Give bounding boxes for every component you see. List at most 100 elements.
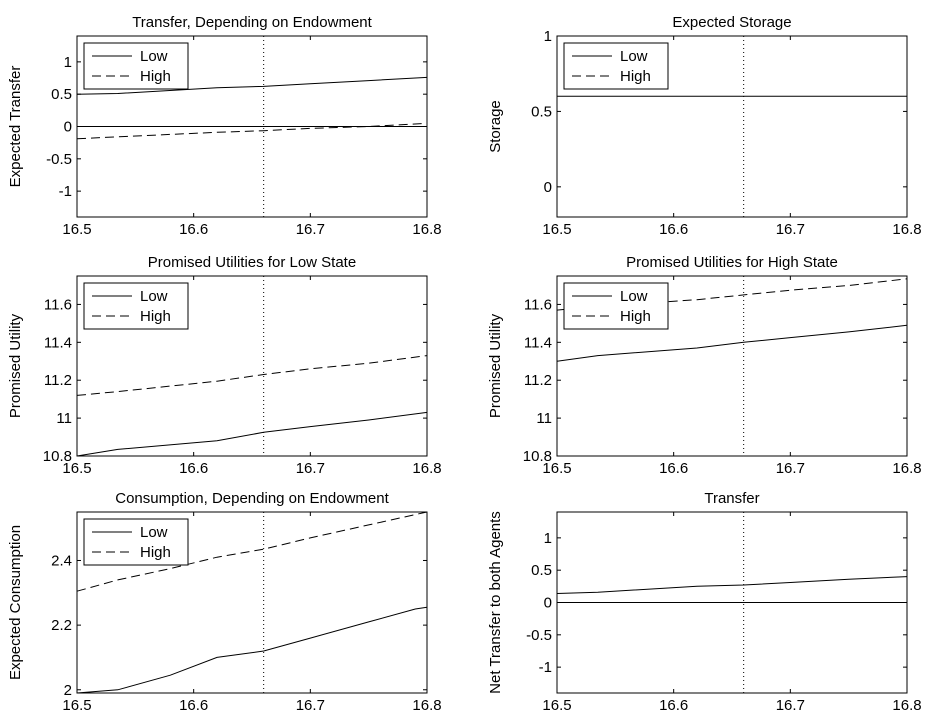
series-line-low: [76, 76, 428, 95]
x-tick-label: 16.6: [179, 460, 208, 477]
series-line-high: [556, 278, 908, 311]
y-tick-label: 11.4: [524, 334, 552, 351]
plot-frame: [76, 511, 428, 694]
legend: Low High: [83, 282, 189, 330]
y-axis-label: Net Transfer to both Agents: [487, 511, 504, 694]
y-tick-label: 1: [544, 530, 552, 547]
y-axis-label: Promised Utility: [487, 313, 504, 418]
panel-title: Expected Storage: [672, 14, 791, 31]
legend-label-high: High: [140, 68, 171, 85]
legend-box: [83, 42, 189, 90]
legend-box: [83, 282, 189, 330]
series-line-low: [556, 324, 908, 362]
y-tick-label: 0.5: [51, 86, 72, 103]
series-line-high: [76, 122, 428, 140]
panel-2: Expected Storage Storage 16.5 16.6 16.7 16.8 0…: [487, 14, 922, 238]
y-tick-label: -1: [59, 183, 72, 200]
legend-label-high: High: [140, 544, 171, 561]
series-line-high: [76, 355, 428, 396]
y-tick-label: 0.5: [531, 103, 552, 120]
x-tick-label: 16.8: [412, 697, 441, 714]
panel-title: Consumption, Depending on Endowment: [115, 490, 389, 507]
y-axis-label: Expected Transfer: [7, 66, 24, 188]
legend: Low High: [83, 518, 189, 566]
y-tick-label: 2: [64, 682, 72, 699]
legend-label-low: Low: [620, 288, 648, 305]
x-tick-label: 16.5: [62, 697, 91, 714]
y-axis-label: Promised Utility: [7, 313, 24, 418]
legend-box: [563, 42, 669, 90]
x-tick-label: 16.5: [62, 221, 91, 238]
legend: Low High: [563, 282, 669, 330]
plot-frame: [556, 275, 908, 457]
panel-1: Transfer, Depending on Endowment Expected…: [7, 14, 442, 238]
x-tick-label: 16.7: [776, 460, 805, 477]
y-tick-label: -0.5: [526, 627, 552, 644]
x-tick-label: 16.7: [296, 221, 325, 238]
panel-title: Promised Utilities for High State: [626, 254, 838, 271]
x-tick-label: 16.6: [179, 221, 208, 238]
panel-5: Consumption, Depending on Endowment Expec…: [7, 490, 442, 714]
x-tick-label: 16.8: [892, 697, 921, 714]
x-tick-label: 16.6: [659, 697, 688, 714]
plot-frame: [76, 275, 428, 457]
y-tick-label: 0: [544, 179, 552, 196]
series-line-low: [76, 606, 428, 694]
x-tick-label: 16.8: [892, 460, 921, 477]
legend: Low High: [563, 42, 669, 90]
y-tick-label: 0: [544, 595, 552, 612]
legend: Low High: [83, 42, 189, 90]
x-tick-label: 16.8: [412, 460, 441, 477]
y-tick-label: -1: [539, 659, 552, 676]
panel-title: Promised Utilities for Low State: [148, 254, 356, 271]
legend-label-high: High: [620, 68, 651, 85]
x-tick-label: 16.5: [542, 460, 571, 477]
series-line-low: [556, 576, 908, 594]
y-axis-label: Storage: [487, 100, 504, 153]
panel-4: Promised Utilities for High State Promise…: [487, 254, 922, 477]
panel-title: Transfer: [704, 490, 759, 507]
y-tick-label: 1: [544, 28, 552, 45]
y-tick-label: 11.6: [524, 296, 552, 313]
panel-6: Transfer Net Transfer to both Agents 16.5 1…: [487, 490, 922, 714]
x-tick-label: 16.7: [776, 697, 805, 714]
panel-3: Promised Utilities for Low State Promised…: [7, 254, 442, 477]
x-tick-label: 16.7: [296, 460, 325, 477]
x-tick-label: 16.6: [659, 221, 688, 238]
legend-label-low: Low: [140, 524, 168, 541]
y-tick-label: 10.8: [43, 448, 72, 465]
x-tick-label: 16.5: [542, 221, 571, 238]
legend-label-low: Low: [620, 48, 648, 65]
x-tick-label: 16.7: [776, 221, 805, 238]
y-tick-label: 10.8: [523, 448, 552, 465]
x-tick-label: 16.8: [412, 221, 441, 238]
x-tick-label: 16.5: [542, 697, 571, 714]
plot-frame: [556, 35, 908, 218]
y-tick-label: -0.5: [46, 151, 72, 168]
y-tick-label: 11: [536, 410, 552, 427]
legend-label-high: High: [620, 308, 651, 325]
series-line-low: [76, 411, 428, 457]
panel-title: Transfer, Depending on Endowment: [132, 14, 372, 31]
y-tick-label: 0.5: [531, 562, 552, 579]
y-axis-label: Expected Consumption: [7, 525, 24, 680]
x-tick-label: 16.7: [296, 697, 325, 714]
legend-label-low: Low: [140, 48, 168, 65]
legend-label-low: Low: [140, 288, 168, 305]
legend-label-high: High: [140, 308, 171, 325]
y-tick-label: 1: [64, 54, 72, 71]
y-tick-label: 11: [56, 410, 72, 427]
y-tick-label: 11.4: [44, 334, 72, 351]
y-tick-label: 11.6: [44, 296, 72, 313]
x-tick-label: 16.8: [892, 221, 921, 238]
y-tick-label: 0: [64, 119, 72, 136]
legend-box: [83, 518, 189, 566]
y-tick-label: 2.4: [51, 552, 72, 569]
y-tick-label: 2.2: [51, 617, 72, 634]
y-tick-label: 11.2: [44, 372, 72, 389]
x-tick-label: 16.6: [179, 697, 208, 714]
x-tick-label: 16.5: [62, 460, 91, 477]
y-tick-label: 11.2: [524, 372, 552, 389]
legend-box: [563, 282, 669, 330]
